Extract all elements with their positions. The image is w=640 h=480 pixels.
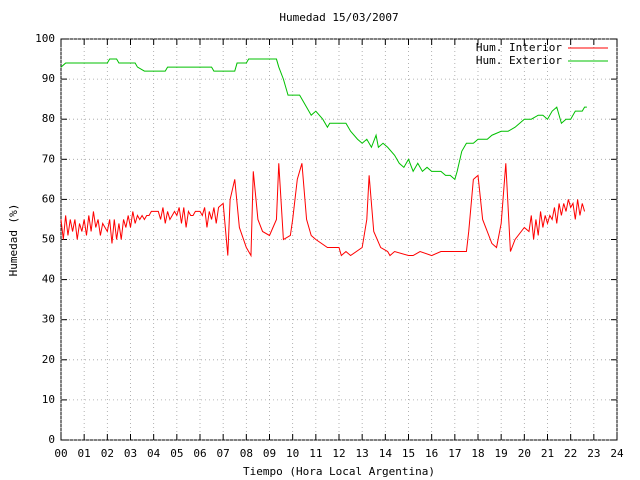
x-tick-label: 13 xyxy=(356,447,369,460)
y-tick-label: 50 xyxy=(42,233,55,246)
x-tick-label: 06 xyxy=(193,447,206,460)
legend-label: Hum. Exterior xyxy=(476,54,562,67)
y-tick-label: 10 xyxy=(42,393,55,406)
x-tick-label: 22 xyxy=(564,447,577,460)
x-tick-label: 18 xyxy=(471,447,484,460)
y-tick-label: 60 xyxy=(42,192,55,205)
y-tick-label: 0 xyxy=(48,433,55,446)
y-tick-label: 40 xyxy=(42,273,55,286)
x-tick-label: 11 xyxy=(309,447,322,460)
x-tick-label: 03 xyxy=(124,447,137,460)
x-tick-label: 20 xyxy=(518,447,531,460)
data-line xyxy=(60,163,586,258)
x-tick-label: 09 xyxy=(263,447,276,460)
legend-label: Hum. Interior xyxy=(476,41,562,54)
y-tick-label: 70 xyxy=(42,152,55,165)
x-axis-label: Tiempo (Hora Local Argentina) xyxy=(243,465,435,478)
y-tick-label: 80 xyxy=(42,112,55,125)
y-tick-label: 20 xyxy=(42,353,55,366)
x-tick-label: 02 xyxy=(101,447,114,460)
y-axis-label: Humedad (%) xyxy=(7,204,20,277)
chart-title: Humedad 15/03/2007 xyxy=(279,11,398,24)
x-tick-label: 15 xyxy=(402,447,415,460)
x-tick-label: 01 xyxy=(78,447,91,460)
x-tick-label: 19 xyxy=(495,447,508,460)
x-tick-label: 23 xyxy=(587,447,600,460)
x-tick-label: 24 xyxy=(610,447,624,460)
x-tick-label: 14 xyxy=(379,447,393,460)
x-tick-label: 10 xyxy=(286,447,299,460)
x-tick-label: 07 xyxy=(217,447,230,460)
x-tick-label: 00 xyxy=(54,447,67,460)
y-tick-label: 30 xyxy=(42,313,55,326)
x-tick-label: 04 xyxy=(147,447,161,460)
x-tick-label: 12 xyxy=(332,447,345,460)
x-tick-label: 08 xyxy=(240,447,253,460)
data-line xyxy=(60,58,587,181)
x-tick-label: 17 xyxy=(448,447,461,460)
x-tick-label: 16 xyxy=(425,447,438,460)
x-tick-label: 05 xyxy=(170,447,183,460)
y-tick-label: 90 xyxy=(42,72,55,85)
x-tick-label: 21 xyxy=(541,447,554,460)
y-tick-label: 100 xyxy=(35,32,55,45)
